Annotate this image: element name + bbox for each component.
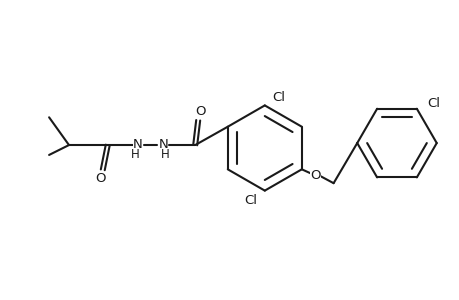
Text: Cl: Cl: [426, 97, 439, 110]
Text: H: H: [131, 148, 140, 161]
Text: Cl: Cl: [272, 91, 285, 104]
Text: O: O: [95, 172, 106, 185]
Text: O: O: [195, 105, 205, 118]
Text: N: N: [158, 138, 168, 151]
Text: Cl: Cl: [243, 194, 256, 207]
Text: O: O: [310, 169, 320, 182]
Text: N: N: [132, 138, 142, 151]
Text: H: H: [161, 148, 169, 161]
